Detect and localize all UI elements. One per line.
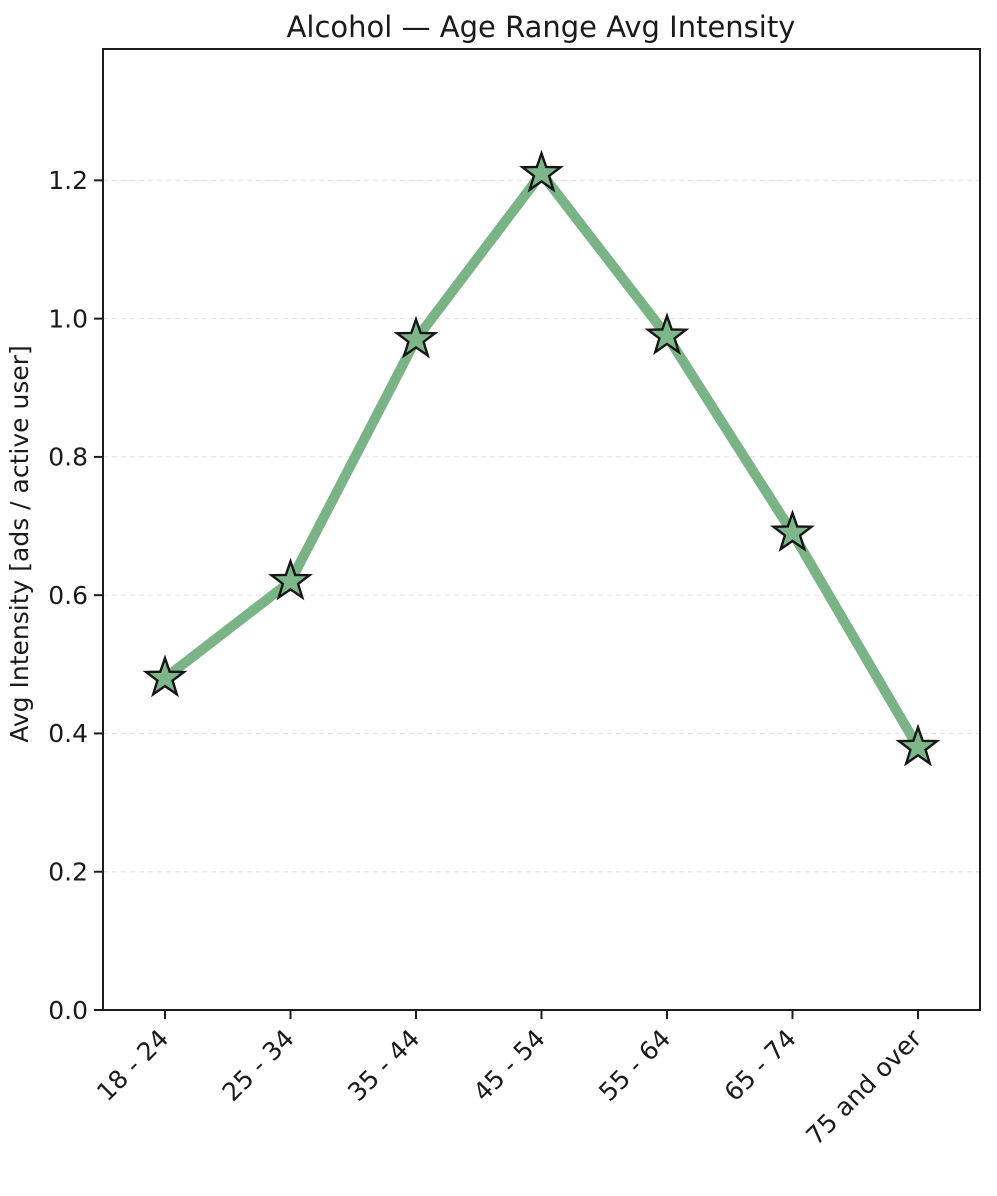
y-tick-label: 1.2 <box>48 166 88 195</box>
x-tick-label: 25 - 34 <box>217 1024 300 1107</box>
chart-title: Alcohol — Age Range Avg Intensity <box>287 10 796 44</box>
x-tick-label: 18 - 24 <box>91 1024 174 1107</box>
x-tick-label: 65 - 74 <box>719 1024 802 1107</box>
series-line <box>160 168 923 753</box>
x-tick-label: 55 - 64 <box>593 1024 676 1107</box>
y-tick-label: 0.2 <box>48 857 88 886</box>
plot-area: 0.0 0.2 0.4 0.6 0.8 1.0 1.2 18 - 24 25 - 34 35 - … <box>48 48 981 1151</box>
x-tick-label: 35 - 44 <box>342 1024 425 1107</box>
data-point-star <box>393 315 439 359</box>
y-tick-label: 0.4 <box>48 719 88 748</box>
x-tick-label: 75 and over <box>800 1023 927 1150</box>
y-tick-label: 1.0 <box>48 304 88 333</box>
y-tick-label: 0.0 <box>48 996 88 1025</box>
y-tick-label: 0.8 <box>48 443 88 472</box>
y-tick-label: 0.6 <box>48 581 88 610</box>
x-tick-label: 45 - 54 <box>468 1024 551 1107</box>
data-point-star <box>519 149 564 193</box>
data-point-star <box>895 723 941 767</box>
data-point-star <box>142 654 188 698</box>
data-point-star <box>770 509 815 553</box>
y-axis-label: Avg Intensity [ads / active user] <box>5 345 34 743</box>
plot-border <box>102 48 981 1011</box>
data-point-star <box>644 312 690 356</box>
data-point-star <box>268 557 313 601</box>
